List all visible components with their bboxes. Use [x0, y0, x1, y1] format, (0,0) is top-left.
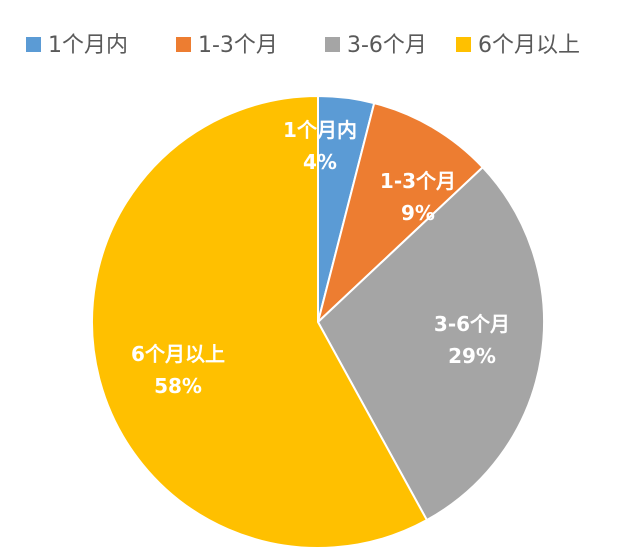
legend-label-3: 3-6个月 [347, 33, 427, 58]
slice-value-label: 58% [154, 374, 202, 398]
pie-slice-2 [316, 101, 485, 326]
slice-category-label: 3-6个月 [434, 312, 510, 336]
legend-swatch-3 [325, 37, 340, 52]
legend-swatch-1 [26, 37, 41, 52]
legend-label-1: 1个月内 [48, 33, 128, 58]
legend-label-4: 6个月以上 [478, 33, 580, 58]
legend: 1个月内 1-3个月 3-6个月 6个月以上 [26, 33, 580, 58]
slice-value-label: 29% [448, 344, 496, 368]
slice-value-label: 4% [303, 150, 337, 174]
slice-category-label: 6个月以上 [131, 342, 225, 366]
slice-labels: 1个月内 4% 1-3个月 9% 3-6个月 29% 6个月以上 58% [131, 118, 510, 398]
pie-slice-3 [316, 165, 545, 522]
legend-swatch-4 [456, 37, 471, 52]
slice-value-label: 9% [401, 201, 435, 225]
pie-slice-4 [91, 94, 429, 549]
pie-slices [91, 94, 545, 549]
legend-label-2: 1-3个月 [198, 33, 278, 58]
legend-swatch-2 [176, 37, 191, 52]
slice-category-label: 1-3个月 [380, 169, 456, 193]
slice-category-label: 1个月内 [283, 118, 357, 142]
